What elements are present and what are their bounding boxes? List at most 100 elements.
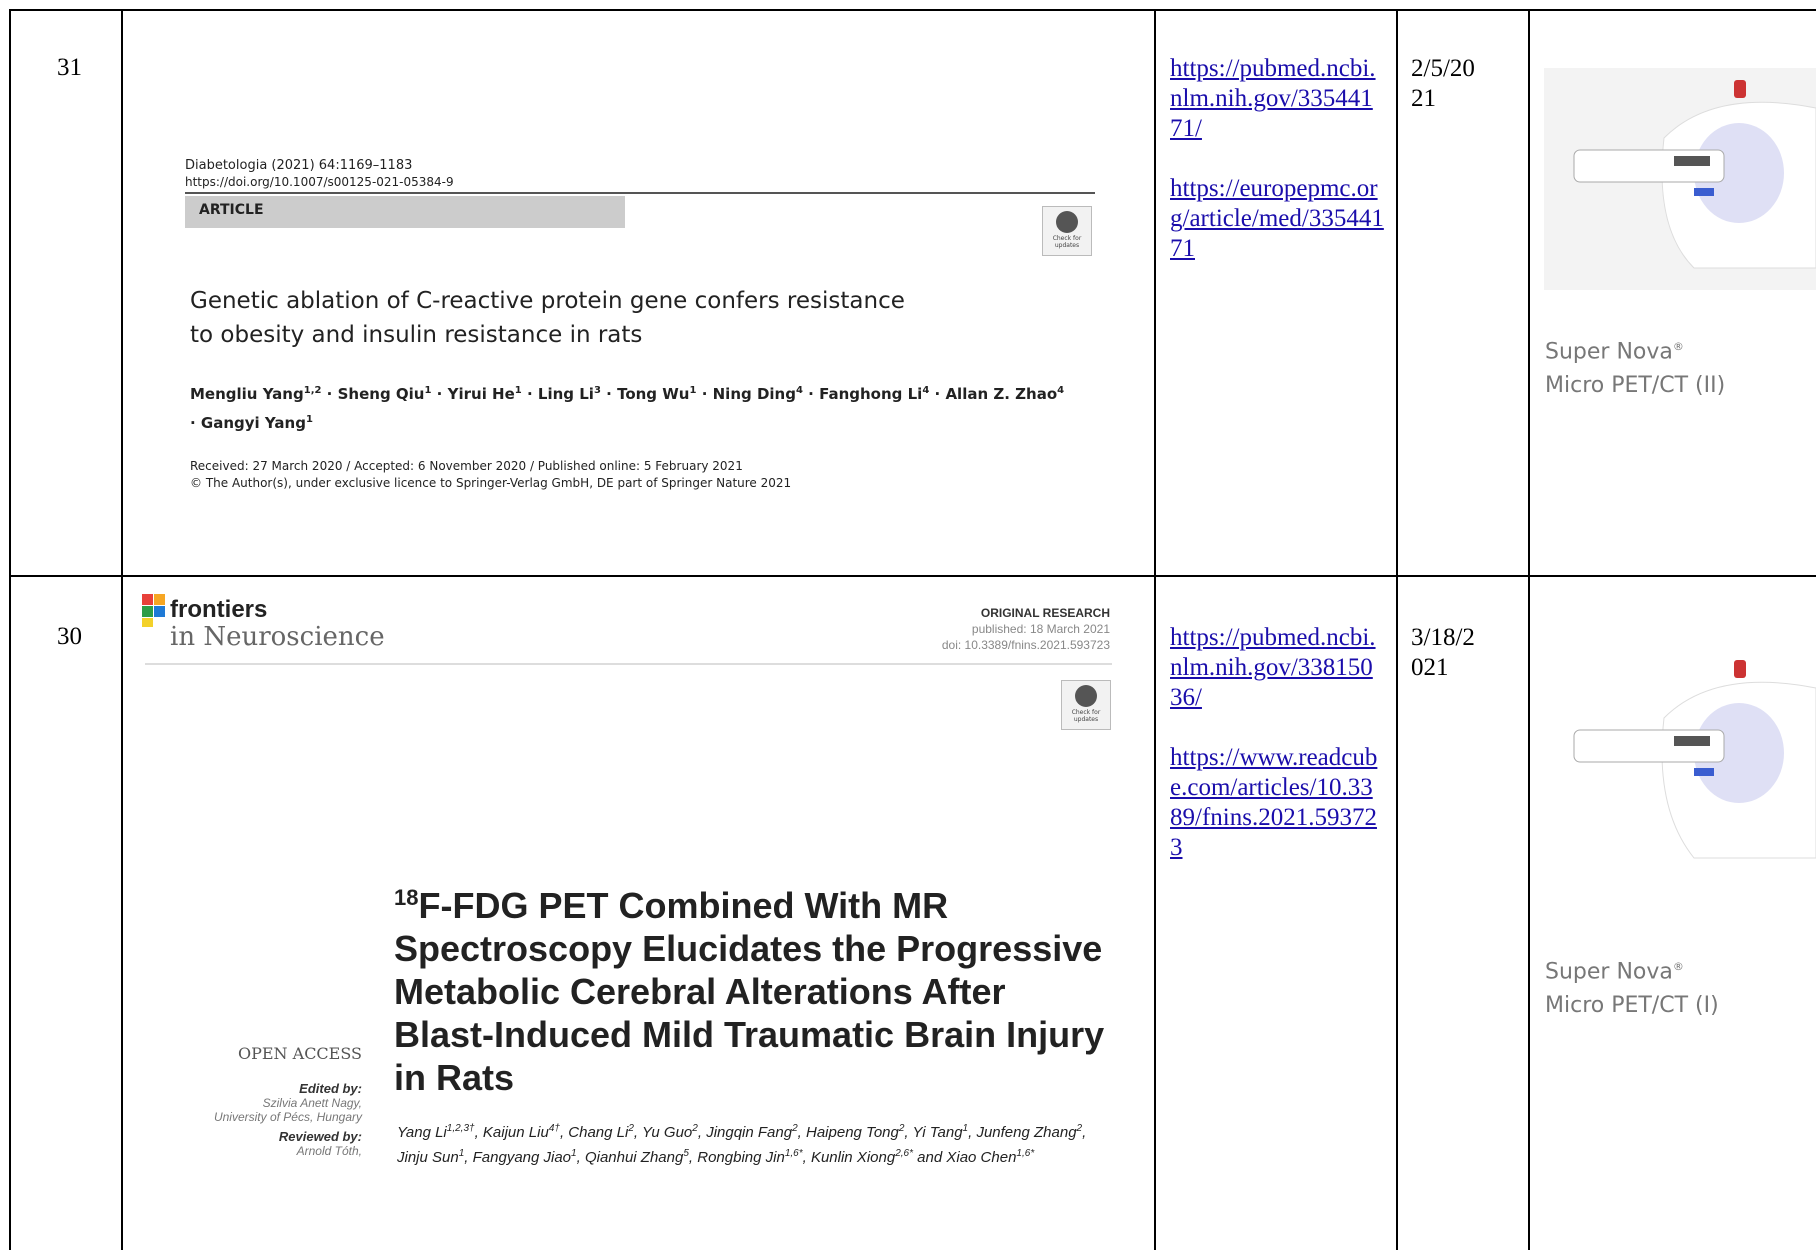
author-affiliation: 1,6*	[1016, 1148, 1035, 1159]
border	[9, 575, 1816, 577]
badge: Check for updates	[1061, 680, 1111, 730]
author-separator: ,	[559, 1124, 569, 1141]
editor: Szilvia Anett Nagy,	[262, 1096, 362, 1110]
reviewed-by: Reviewed by:	[278, 1129, 362, 1144]
author-separator: ·	[802, 385, 820, 403]
author-affiliation: 4	[1057, 385, 1065, 396]
doi: doi: 10.3389/fnins.2021.593723	[941, 638, 1110, 652]
rule	[145, 663, 1112, 665]
author-name: Ling Li	[537, 385, 594, 403]
editors: Edited by: Szilvia Anett Nagy, Universit…	[140, 1081, 362, 1159]
authors: Mengliu Yang1,2 · Sheng Qiu1 · Yirui He1…	[190, 378, 1070, 436]
author-affiliation: 2	[1076, 1123, 1083, 1134]
scanner-image	[1544, 648, 1816, 870]
author-affiliation: 2	[692, 1123, 698, 1134]
brand: frontiers	[170, 596, 268, 623]
product-mark: ®	[1672, 960, 1684, 973]
row-number: 31	[57, 54, 82, 81]
copyright: © The Author(s), under exclusive licence…	[190, 476, 792, 490]
title-sup: 18	[394, 885, 419, 910]
badge-text: Check for updates	[1052, 235, 1082, 249]
author-affiliation: 2	[792, 1123, 798, 1134]
author-affiliation: 1	[689, 385, 697, 396]
scanner-image	[1544, 68, 1816, 290]
author-affiliation: 1,6*	[784, 1148, 803, 1159]
author-name: Yu Guo	[641, 1124, 693, 1141]
badge-text: Check for updates	[1071, 709, 1101, 723]
author-affiliation: 1	[305, 414, 313, 425]
author-separator: ·	[929, 385, 946, 403]
author-separator: ,	[968, 1124, 977, 1141]
author-separator: ,	[688, 1149, 698, 1166]
author-name: Yang Li	[397, 1124, 447, 1141]
author-name: Mengliu Yang	[190, 385, 304, 403]
product-mark: ®	[1672, 340, 1684, 353]
author-name: Xiao Chen	[946, 1149, 1017, 1166]
author-separator: ·	[696, 385, 713, 403]
author-affiliation: 2	[628, 1123, 634, 1134]
border	[9, 9, 11, 1250]
author-name: Allan Z. Zhao	[945, 385, 1058, 403]
author-name: Gangyi Yang	[200, 414, 306, 432]
link[interactable]: https://pubmed.ncbi.nlm.nih.gov/33544171…	[1170, 55, 1376, 142]
author-separator: ,	[464, 1149, 473, 1166]
author-name: Haipeng Tong	[806, 1124, 899, 1141]
border	[9, 9, 1816, 11]
open-access: OPEN ACCESS	[237, 1044, 362, 1063]
author-name: Kunlin Xiong	[810, 1149, 896, 1166]
author-affiliation: 4	[922, 385, 930, 396]
header-right: ORIGINAL RESEARCH published: 18 March 20…	[800, 605, 1110, 653]
reviewer: Arnold Tóth,	[296, 1144, 362, 1158]
link[interactable]: https://pubmed.ncbi.nlm.nih.gov/33815036…	[1170, 624, 1376, 711]
author-name: Fangyang Jiao	[472, 1149, 572, 1166]
published: published: 18 March 2021	[971, 622, 1110, 636]
author-name: Tong Wu	[617, 385, 690, 403]
product-name: Super Nova	[1545, 339, 1673, 365]
edited-by: Edited by:	[299, 1081, 362, 1096]
author-separator: and	[912, 1149, 947, 1166]
author-name: Ning Ding	[712, 385, 796, 403]
author-name: Jingqin Fang	[706, 1124, 793, 1141]
author-affiliation: 5	[683, 1148, 689, 1159]
author-name: Junfeng Zhang	[976, 1124, 1077, 1141]
editor-affiliation: University of Pécs, Hungary	[213, 1110, 362, 1124]
author-affiliation: 1	[962, 1123, 969, 1134]
author-name: Chang Li	[568, 1124, 629, 1141]
author-separator: ,	[797, 1124, 806, 1141]
author-affiliation: 1	[514, 385, 522, 396]
author-separator: ·	[431, 385, 448, 403]
author-affiliation: 1	[571, 1148, 577, 1159]
paper-kind: ORIGINAL RESEARCH	[980, 606, 1110, 620]
link[interactable]: https://europepmc.org/article/med/335441…	[1170, 175, 1384, 262]
product-name: Super Nova	[1545, 959, 1673, 985]
product-model: Micro PET/CT (I)	[1545, 993, 1719, 1019]
author-name: Sheng Qiu	[337, 385, 425, 403]
frontiers-logo	[142, 594, 165, 627]
author-name: Qianhui Zhang	[584, 1149, 684, 1166]
author-affiliation: 1	[424, 385, 432, 396]
link[interactable]: https://www.readcube.com/articles/10.338…	[1170, 744, 1378, 861]
author-affiliation: 3	[593, 385, 601, 396]
author-affiliation: 4	[795, 385, 803, 396]
author-separator: ,	[1082, 1124, 1091, 1141]
author-name: Jinju Sun	[397, 1149, 459, 1166]
border	[1154, 9, 1156, 1250]
author-separator: ·	[321, 385, 338, 403]
paper-title: Genetic ablation of C-reactive protein g…	[190, 288, 905, 348]
received: Received: 27 March 2020 / Accepted: 6 No…	[190, 459, 743, 473]
section-label: ARTICLE	[185, 196, 625, 228]
author-separator: ·	[600, 385, 618, 403]
author-name: Rongbing Jin	[697, 1149, 785, 1166]
product: Super Nova® Micro PET/CT (I)	[1545, 950, 1719, 1023]
author-affiliation: 4†	[548, 1123, 560, 1134]
border	[121, 9, 123, 1250]
badge: Check for updates	[1042, 206, 1092, 256]
author-affiliation: 2,6*	[895, 1148, 913, 1159]
author-separator: ,	[633, 1124, 642, 1141]
journal: Diabetologia (2021) 64:1169–1183	[185, 158, 413, 173]
author-name: Yi Tang	[912, 1124, 963, 1141]
author-affiliation: 1	[458, 1148, 465, 1159]
border	[1528, 9, 1530, 1250]
